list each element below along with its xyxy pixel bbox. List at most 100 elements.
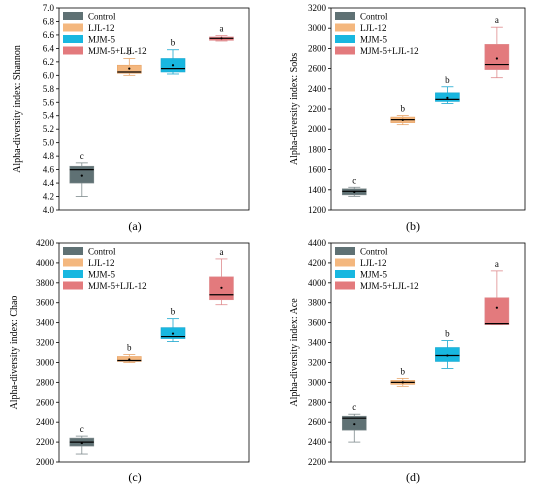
significance-letter: a — [495, 259, 499, 269]
significance-letter: a — [219, 24, 223, 34]
y-tick-label: 2800 — [308, 397, 327, 407]
y-tick-label: 6.0 — [43, 70, 55, 80]
plot-frame — [58, 7, 250, 211]
y-tick-label: 4200 — [308, 258, 327, 268]
y-axis-label: Alpha-diversity index: Chao — [9, 296, 20, 410]
iqr-box — [484, 297, 510, 325]
y-tick-label: 5.4 — [43, 111, 55, 121]
legend-swatch — [63, 35, 83, 43]
y-tick-label: 4.8 — [43, 151, 55, 161]
legend-swatch — [63, 247, 83, 255]
mean-point — [446, 354, 449, 357]
box-mjm-5-ljl-12: a — [484, 15, 510, 79]
y-tick-label: 3000 — [308, 377, 327, 387]
y-axis-label: Alpha-diversity index: Sobs — [289, 53, 300, 165]
y-tick-label: 2600 — [308, 417, 327, 427]
iqr-box — [484, 44, 510, 70]
legend-label: MJM-5+LJL-12 — [360, 46, 419, 56]
y-tick-label: 3800 — [308, 298, 327, 308]
legend-swatch — [335, 281, 355, 290]
box-ljl-12: b — [117, 47, 142, 76]
y-tick-label: 5.2 — [43, 124, 54, 134]
panel-label: (d) — [406, 470, 420, 484]
y-tick-label: 5.0 — [43, 138, 55, 148]
y-tick-label: 1600 — [308, 165, 327, 175]
significance-letter: b — [401, 366, 406, 376]
box-mjm-5: b — [160, 38, 186, 75]
legend-label: Control — [88, 247, 116, 257]
legend-swatch — [335, 258, 355, 267]
box-mjm-5: b — [160, 307, 186, 342]
legend-label: LJL-12 — [88, 23, 115, 33]
y-tick-label: 3800 — [36, 278, 55, 288]
box-ljl-12: b — [390, 366, 416, 387]
y-tick-label: 3400 — [36, 318, 55, 328]
significance-letter: a — [495, 15, 499, 25]
legend-label: MJM-5+LJL-12 — [88, 281, 147, 291]
y-tick-label: 3200 — [308, 357, 327, 367]
y-tick-label: 3000 — [308, 23, 327, 33]
plot-frame — [58, 242, 250, 463]
significance-letter: c — [80, 151, 84, 161]
y-tick-label: 2400 — [308, 437, 327, 447]
box-mjm-5-ljl-12: a — [484, 259, 510, 326]
y-tick-label: 5.8 — [43, 84, 55, 94]
legend-label: Control — [360, 247, 388, 257]
legend-swatch — [63, 258, 83, 267]
mean-point — [401, 381, 404, 384]
mean-point — [353, 423, 356, 426]
significance-letter: c — [80, 424, 84, 434]
legend-swatch — [335, 23, 355, 32]
box-ljl-12: b — [117, 342, 142, 363]
y-tick-label: 2200 — [308, 457, 327, 467]
significance-letter: c — [352, 175, 356, 185]
box-control: c — [341, 175, 367, 197]
mean-point — [171, 64, 175, 67]
mean-point — [495, 57, 498, 60]
mean-point — [80, 441, 83, 445]
y-tick-label: 3000 — [36, 357, 55, 367]
legend-swatch — [63, 281, 83, 290]
mean-point — [401, 118, 404, 122]
y-tick-label: 3600 — [308, 318, 327, 328]
y-tick-label: 4.2 — [43, 192, 54, 202]
panel-b-sobs: 1200 1400 1600 1800 2000 2200 2400 2600 2800 3000… — [289, 3, 526, 233]
legend-swatch — [335, 270, 355, 278]
y-tick-label: 2800 — [36, 377, 55, 387]
significance-letter: b — [127, 342, 132, 352]
y-tick-label: 6.8 — [43, 16, 55, 26]
legend-label: LJL-12 — [360, 23, 387, 33]
panel-label: (a) — [128, 219, 141, 233]
y-tick-label: 1200 — [308, 205, 327, 215]
legend-swatch — [63, 270, 83, 278]
mean-point — [353, 190, 356, 194]
panel-d-ace: 2200 2400 2600 2800 3000 3200 3400 3600 3800 4000… — [289, 238, 526, 484]
y-tick-label: 5.6 — [43, 97, 55, 107]
mean-point — [128, 67, 131, 70]
legend-label: LJL-12 — [88, 258, 115, 268]
mean-point — [220, 286, 223, 289]
y-tick-label: 6.2 — [43, 57, 54, 67]
panel-label: (b) — [406, 219, 420, 233]
panel-label: (c) — [128, 470, 141, 484]
y-tick-label: 2400 — [308, 84, 327, 94]
legend-label: MJM-5 — [88, 35, 116, 45]
y-tick-label: 4400 — [308, 238, 327, 248]
y-tick-label: 2200 — [308, 104, 327, 114]
box-control: c — [69, 151, 95, 197]
legend-swatch — [335, 247, 355, 255]
y-tick-label: 3400 — [308, 338, 327, 348]
y-tick-label: 4000 — [36, 258, 55, 268]
y-axis-label: Alpha-diversity index: Ace — [289, 298, 300, 407]
plot-frame — [330, 242, 526, 463]
y-tick-label: 7.0 — [43, 3, 55, 13]
legend-swatch — [335, 35, 355, 43]
significance-letter: a — [219, 247, 223, 257]
legend-label: Control — [88, 12, 116, 22]
significance-letter: b — [445, 329, 450, 339]
mean-point — [80, 174, 83, 177]
significance-letter: b — [401, 104, 406, 114]
legend-swatch — [335, 12, 355, 20]
box-mjm-5: b — [435, 75, 460, 104]
